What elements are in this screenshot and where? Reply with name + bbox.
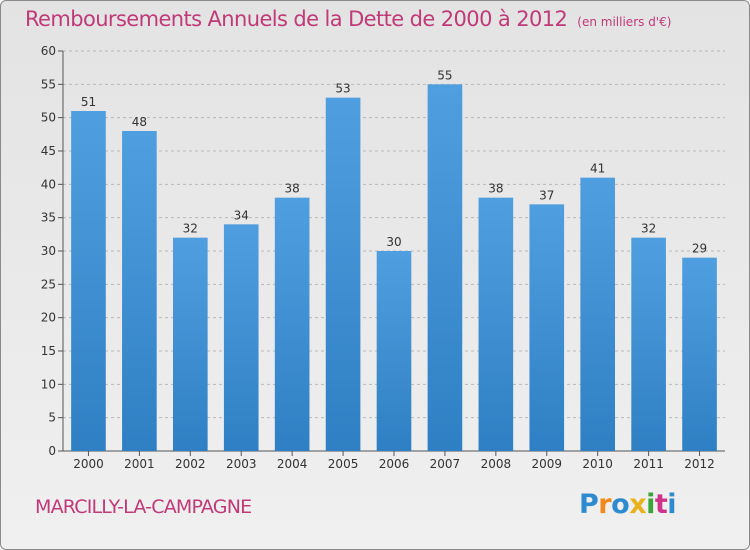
chart-title-text: Remboursements Annuels de la Dette de 20… <box>25 7 568 31</box>
y-tick-label: 35 <box>41 211 56 225</box>
x-tick-label: 2001 <box>124 457 155 471</box>
bar <box>376 251 412 451</box>
bar <box>478 197 514 451</box>
logo-letter: t <box>654 489 668 520</box>
y-tick-label: 40 <box>41 177 56 191</box>
bar <box>172 237 208 451</box>
y-tick-label: 55 <box>41 77 56 91</box>
x-tick-label: 2009 <box>531 457 562 471</box>
bar <box>682 257 717 451</box>
bar-value-label: 32 <box>183 222 198 236</box>
y-tick-label: 60 <box>41 44 56 58</box>
bar <box>71 111 106 451</box>
y-tick-label: 50 <box>41 111 56 125</box>
bar-value-label: 32 <box>641 222 656 236</box>
bar-value-label: 30 <box>386 235 401 249</box>
x-tick-label: 2004 <box>277 457 308 471</box>
y-tick-label: 25 <box>41 277 56 291</box>
chart-unit-note: (en milliers d'€) <box>577 15 672 29</box>
logo-letter: o <box>611 489 630 520</box>
bar-value-label: 51 <box>81 95 96 109</box>
bar-value-label: 38 <box>285 182 300 196</box>
bar <box>325 97 361 452</box>
bar-value-label: 34 <box>234 208 249 222</box>
y-tick-label: 15 <box>41 344 56 358</box>
y-tick-label: 45 <box>41 144 56 158</box>
logo-letter: i <box>667 489 677 520</box>
x-tick-label: 2002 <box>175 457 206 471</box>
y-tick-label: 10 <box>41 377 56 391</box>
x-tick-label: 2000 <box>73 457 104 471</box>
y-tick-label: 20 <box>41 311 56 325</box>
bar-value-label: 37 <box>539 188 554 202</box>
bar-value-label: 48 <box>132 115 147 129</box>
bar <box>223 224 259 451</box>
bar-value-label: 55 <box>437 68 452 82</box>
bar <box>122 131 157 451</box>
bar <box>274 197 310 451</box>
chart-title: Remboursements Annuels de la Dette de 20… <box>25 7 671 31</box>
bar <box>427 84 463 451</box>
bar <box>631 237 666 451</box>
x-tick-label: 2003 <box>226 457 257 471</box>
bar-value-label: 53 <box>335 82 350 96</box>
x-tick-label: 2006 <box>379 457 410 471</box>
bar-value-label: 29 <box>692 242 707 256</box>
x-tick-label: 2010 <box>582 457 613 471</box>
x-tick-label: 2008 <box>481 457 512 471</box>
logo-letter: i <box>646 489 655 520</box>
bar-value-label: 38 <box>488 182 503 196</box>
proxiti-logo: Proxiti <box>579 489 677 520</box>
labels: 0 5 10 15 20 25 30 35 40 45 50 55 60 51 2000 48 2001 32 20… <box>41 44 715 471</box>
logo-letter: P <box>579 489 599 520</box>
logo-letter: r <box>598 489 612 520</box>
bar <box>580 177 616 451</box>
y-tick-label: 5 <box>48 411 56 425</box>
bars <box>71 84 717 452</box>
logo-letter: x <box>629 489 647 520</box>
bar <box>529 204 565 451</box>
y-tick-label: 0 <box>48 444 56 458</box>
bar-value-label: 41 <box>590 162 605 176</box>
x-tick-label: 2005 <box>328 457 359 471</box>
x-tick-label: 2012 <box>684 457 715 471</box>
x-tick-label: 2011 <box>633 457 664 471</box>
y-tick-label: 30 <box>41 244 56 258</box>
x-tick-label: 2007 <box>430 457 461 471</box>
commune-name: MARCILLY-LA-CAMPAGNE <box>35 496 252 518</box>
